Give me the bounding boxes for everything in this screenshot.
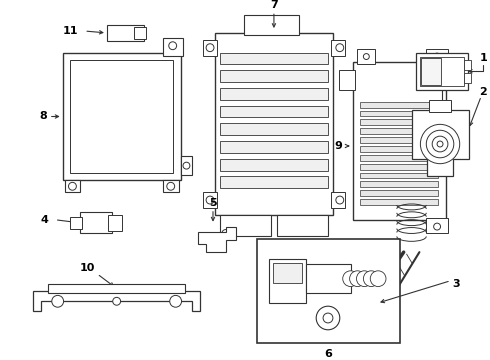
Bar [331, 40, 344, 55]
Circle shape [206, 44, 214, 51]
Bar [134, 27, 146, 39]
Bar [358, 49, 375, 64]
Bar [220, 215, 271, 237]
Bar [421, 58, 441, 85]
Bar [108, 215, 122, 230]
Bar [163, 180, 178, 192]
Bar [220, 70, 328, 82]
Polygon shape [33, 292, 200, 311]
Bar [269, 259, 306, 303]
Text: 3: 3 [452, 279, 460, 289]
Circle shape [52, 296, 64, 307]
Text: 4: 4 [41, 215, 49, 225]
Bar [215, 33, 333, 215]
Circle shape [69, 183, 76, 190]
Circle shape [167, 183, 174, 190]
Bar [180, 156, 193, 175]
Circle shape [343, 271, 359, 287]
Bar [277, 215, 328, 237]
Bar [361, 199, 438, 205]
Bar [361, 111, 438, 117]
Bar [163, 38, 182, 55]
Bar [107, 25, 144, 41]
Text: 8: 8 [39, 112, 47, 121]
Circle shape [183, 162, 190, 169]
Bar [220, 88, 328, 100]
Circle shape [207, 234, 217, 243]
Bar [220, 159, 328, 171]
Bar [245, 15, 298, 35]
Bar [80, 212, 112, 234]
Text: 11: 11 [63, 26, 78, 36]
Bar [426, 218, 448, 234]
Bar [331, 192, 344, 208]
Bar [361, 137, 438, 143]
Circle shape [169, 42, 176, 50]
Circle shape [316, 306, 340, 330]
Bar [361, 120, 438, 125]
Circle shape [336, 196, 343, 204]
Bar [71, 217, 82, 229]
Circle shape [432, 136, 448, 152]
Bar [220, 176, 328, 188]
Circle shape [350, 271, 366, 287]
Text: 9: 9 [334, 141, 342, 151]
Circle shape [434, 53, 441, 60]
Bar [48, 284, 186, 293]
Bar [361, 102, 438, 108]
Bar [464, 60, 471, 70]
Bar [361, 172, 438, 179]
Bar [420, 57, 464, 86]
Bar [353, 62, 446, 220]
Bar [361, 155, 438, 161]
Circle shape [357, 271, 372, 287]
Bar [464, 73, 471, 83]
Text: 7: 7 [270, 0, 278, 10]
Bar [339, 70, 355, 90]
Bar [220, 141, 328, 153]
Bar [203, 40, 217, 55]
Bar [257, 239, 400, 343]
Bar [361, 181, 438, 187]
Bar [220, 53, 328, 64]
Text: 6: 6 [324, 349, 332, 359]
Circle shape [206, 196, 214, 204]
Text: 5: 5 [209, 198, 217, 208]
Bar [220, 123, 328, 135]
Text: 10: 10 [79, 263, 95, 273]
Bar [361, 190, 438, 196]
Circle shape [364, 271, 379, 287]
Circle shape [170, 296, 181, 307]
Bar [416, 53, 467, 90]
Bar [220, 106, 328, 117]
Bar [203, 192, 217, 208]
Bar [361, 146, 438, 152]
Text: 2: 2 [479, 87, 487, 97]
Bar [71, 60, 172, 172]
Bar [429, 100, 451, 112]
Circle shape [110, 218, 120, 228]
Bar [65, 180, 80, 192]
Bar [63, 53, 180, 180]
Bar [426, 49, 448, 64]
Circle shape [426, 130, 454, 158]
Text: 1: 1 [479, 53, 487, 63]
Circle shape [364, 54, 369, 59]
Circle shape [323, 313, 333, 323]
Bar [361, 128, 438, 134]
Circle shape [370, 271, 386, 287]
Bar [361, 164, 438, 170]
Circle shape [113, 297, 121, 305]
Circle shape [434, 223, 441, 230]
Circle shape [437, 141, 443, 147]
Bar [273, 263, 302, 283]
Bar [306, 264, 351, 293]
Polygon shape [198, 226, 236, 252]
Polygon shape [412, 109, 468, 176]
Circle shape [420, 124, 460, 164]
Circle shape [336, 44, 343, 51]
Circle shape [222, 230, 230, 237]
